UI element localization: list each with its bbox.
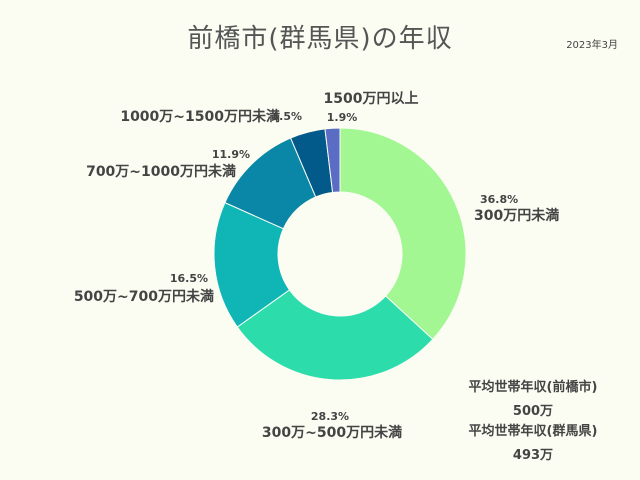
slice-percent-label: 28.3% xyxy=(311,410,349,423)
slice-percent-label: 36.8% xyxy=(480,193,518,206)
slice-category-label: 1500万円以上 xyxy=(324,91,419,107)
slice-percent-label: 16.5% xyxy=(170,272,208,285)
slice-percent-label: 11.9% xyxy=(212,148,250,161)
average-prefecture-value: 493万 xyxy=(512,448,554,463)
slice-category-label: 500万~700万円未満 xyxy=(74,288,214,305)
slice-category-label: 1000万~1500万円未満 xyxy=(120,108,280,125)
slice-category-label: 300万~500万円未満 xyxy=(262,424,402,441)
average-prefecture: 平均世帯年収(群馬県) 493万 xyxy=(438,420,628,468)
average-city: 平均世帯年収(前橋市) 500万 xyxy=(438,376,628,424)
date-label: 2023年3月 xyxy=(566,40,618,51)
donut-slice xyxy=(324,127,341,193)
average-city-value: 500万 xyxy=(512,404,554,419)
average-prefecture-label: 平均世帯年収(群馬県) xyxy=(468,424,598,439)
slice-percent-label: 1.9% xyxy=(327,111,358,124)
donut-slice xyxy=(339,127,467,341)
slice-category-label: 700万~1000万円未満 xyxy=(86,163,236,180)
average-city-label: 平均世帯年収(前橋市) xyxy=(468,380,598,395)
chart-title: 前橋市(群馬県)の年収 xyxy=(187,24,453,54)
slice-category-label: 300万円未満 xyxy=(474,207,559,224)
donut-slice xyxy=(236,289,434,381)
slice-percent-label: 4.5% xyxy=(271,110,302,123)
